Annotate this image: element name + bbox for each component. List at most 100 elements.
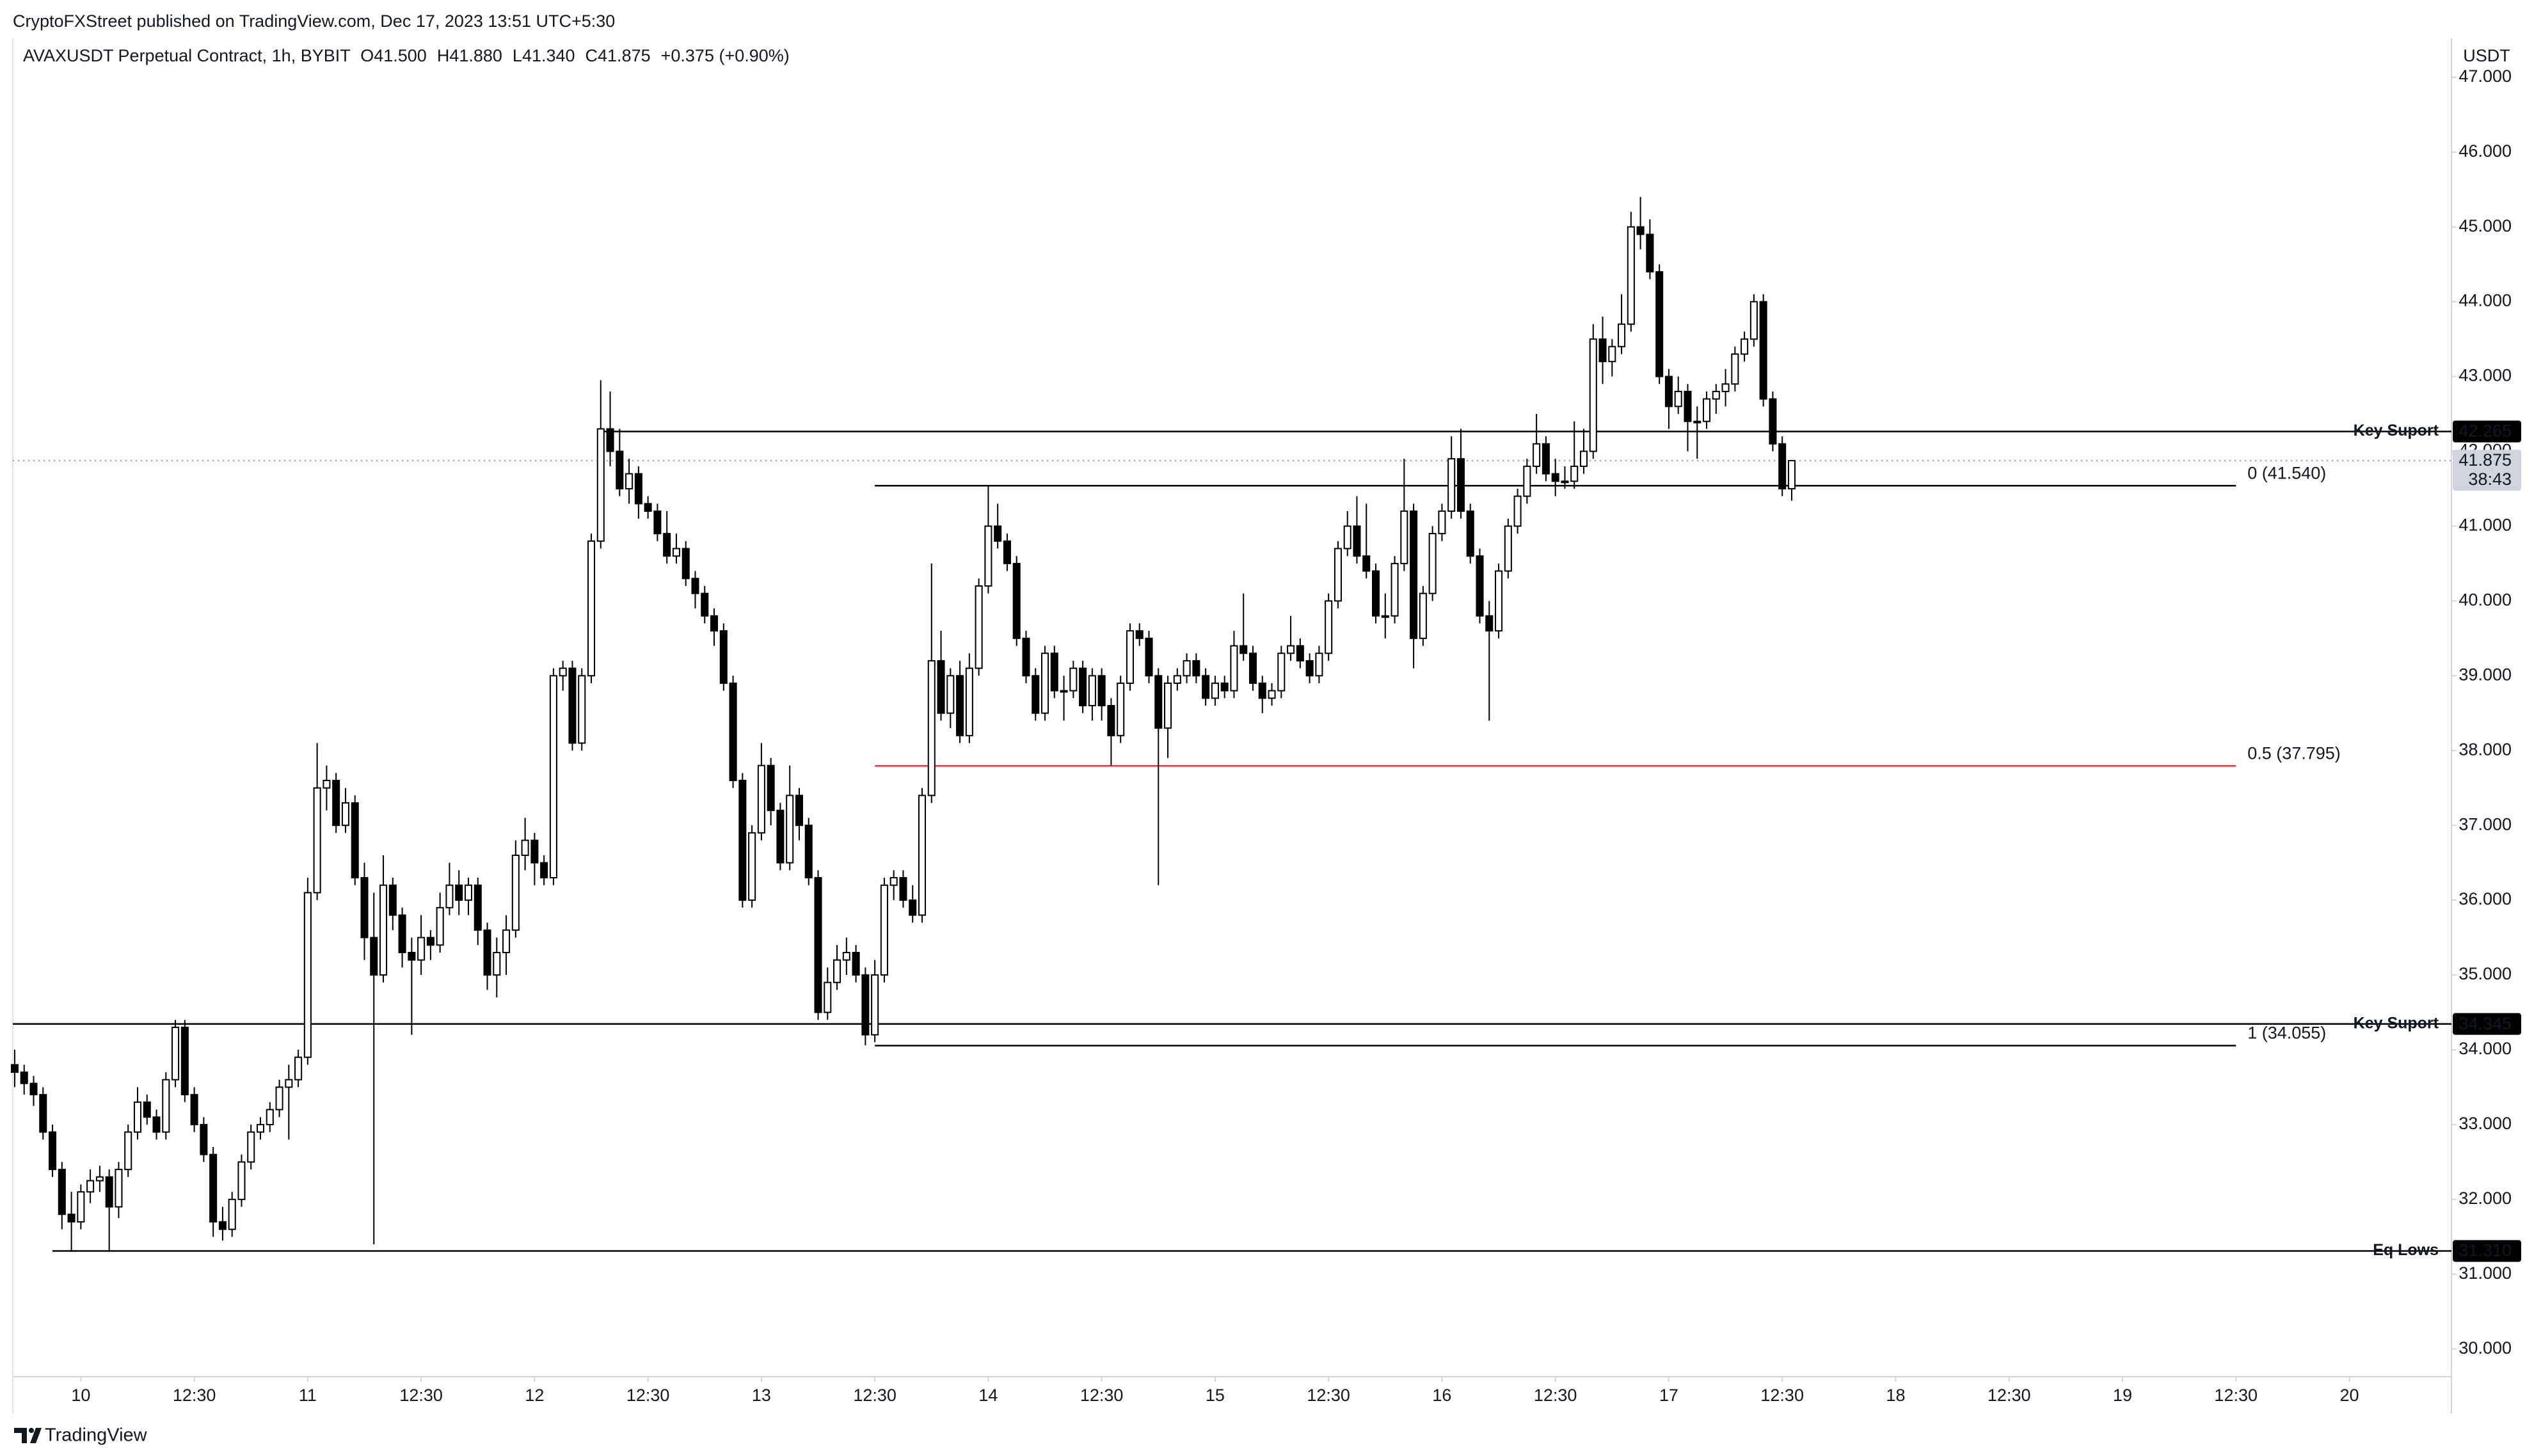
- candle: [370, 892, 378, 1245]
- candle-body: [86, 1180, 95, 1193]
- candle: [502, 915, 511, 976]
- candle: [776, 803, 785, 871]
- candle: [1315, 645, 1323, 683]
- candle-body: [1173, 675, 1181, 684]
- level-text: Eq Lows: [2373, 1241, 2439, 1259]
- candle-body: [918, 795, 927, 916]
- candle-body: [1438, 510, 1446, 535]
- candle-body: [1353, 525, 1361, 557]
- candle-body: [1476, 555, 1484, 617]
- candle: [511, 840, 520, 938]
- candle: [880, 878, 888, 983]
- candle-body: [1712, 390, 1720, 400]
- candle: [1117, 676, 1125, 743]
- candle: [814, 870, 822, 1020]
- x-tick-label: 12:30: [853, 1386, 896, 1405]
- candle-body: [1410, 510, 1418, 639]
- candle-body: [294, 1056, 303, 1080]
- candle-body: [795, 795, 803, 827]
- tradingview-logo: [14, 1428, 42, 1443]
- y-tick-label: 38.000: [2458, 740, 2512, 759]
- candle-body: [1325, 600, 1333, 654]
- candle: [738, 773, 747, 908]
- candle: [1060, 676, 1068, 721]
- legend-value: +0.375 (+0.90%): [661, 46, 790, 65]
- candle-body: [710, 615, 719, 632]
- candle: [1608, 339, 1616, 377]
- candle: [426, 930, 434, 960]
- x-tick-label: 12:30: [1760, 1386, 1804, 1405]
- candle-body: [58, 1169, 66, 1215]
- candle: [445, 862, 454, 915]
- candle-body: [521, 839, 529, 856]
- candle: [578, 668, 586, 751]
- candle: [1343, 511, 1351, 557]
- candle-body: [634, 473, 642, 505]
- legend-value: O41.500: [360, 46, 427, 65]
- candle: [77, 1184, 85, 1230]
- candle-body: [1287, 645, 1295, 654]
- candle-body: [530, 839, 539, 864]
- y-tick-label: 35.000: [2458, 964, 2512, 983]
- y-tick-label: 41.000: [2458, 516, 2512, 535]
- candle-body: [1495, 570, 1503, 632]
- candle: [1721, 368, 1730, 407]
- candle: [889, 870, 898, 901]
- candle: [1032, 668, 1040, 721]
- candle: [10, 1049, 19, 1088]
- candle: [1145, 631, 1153, 683]
- candle-body: [247, 1131, 255, 1163]
- x-tick-label: 12:30: [1307, 1386, 1350, 1405]
- fib-label: 0 (41.540): [2247, 463, 2326, 482]
- candle-body: [1164, 682, 1172, 729]
- candle-body: [568, 667, 577, 744]
- candle: [852, 945, 860, 983]
- candle-body: [171, 1026, 180, 1080]
- candle: [1759, 294, 1767, 407]
- candle: [180, 1020, 189, 1102]
- x-tick-label: 15: [1206, 1386, 1225, 1405]
- candle-body: [237, 1161, 246, 1200]
- last-price-badge: [2453, 450, 2521, 491]
- candle: [493, 937, 501, 998]
- candle: [1542, 436, 1550, 482]
- candle: [1362, 503, 1371, 579]
- candle: [1277, 645, 1286, 699]
- candle-body: [786, 795, 794, 864]
- candle-body: [1097, 675, 1106, 707]
- candle-body: [738, 780, 747, 901]
- logo-part: [30, 1428, 42, 1443]
- x-tick-label: 12:30: [399, 1386, 443, 1405]
- candle: [786, 765, 794, 871]
- candle: [1655, 264, 1664, 384]
- candle: [1050, 645, 1058, 699]
- candle-body: [625, 473, 634, 489]
- candle-body: [616, 450, 624, 489]
- y-tick-label: 47.000: [2458, 67, 2512, 86]
- candle-body: [511, 854, 520, 931]
- candle: [455, 870, 463, 915]
- candle-body: [1551, 473, 1559, 482]
- candle-body: [1456, 458, 1465, 512]
- candle-body: [351, 802, 359, 879]
- candle: [1551, 459, 1559, 496]
- candle: [946, 668, 955, 729]
- candle-body: [1334, 548, 1342, 602]
- candle-body: [909, 899, 917, 916]
- candle-body: [417, 937, 426, 961]
- candle: [965, 653, 973, 743]
- candle: [701, 585, 709, 624]
- y-tick-label: 37.000: [2458, 814, 2512, 834]
- candle: [200, 1117, 208, 1162]
- candle-body: [1627, 226, 1635, 325]
- candle-body: [1372, 570, 1380, 617]
- candle-body: [776, 809, 785, 864]
- candle-body: [1466, 510, 1474, 557]
- candle-body: [824, 981, 832, 1013]
- candle-body: [39, 1094, 47, 1133]
- candle-body: [1079, 667, 1087, 707]
- candle-body: [814, 877, 822, 1013]
- candle-body: [1523, 465, 1531, 497]
- candle: [323, 765, 331, 811]
- candle-body: [1268, 690, 1276, 699]
